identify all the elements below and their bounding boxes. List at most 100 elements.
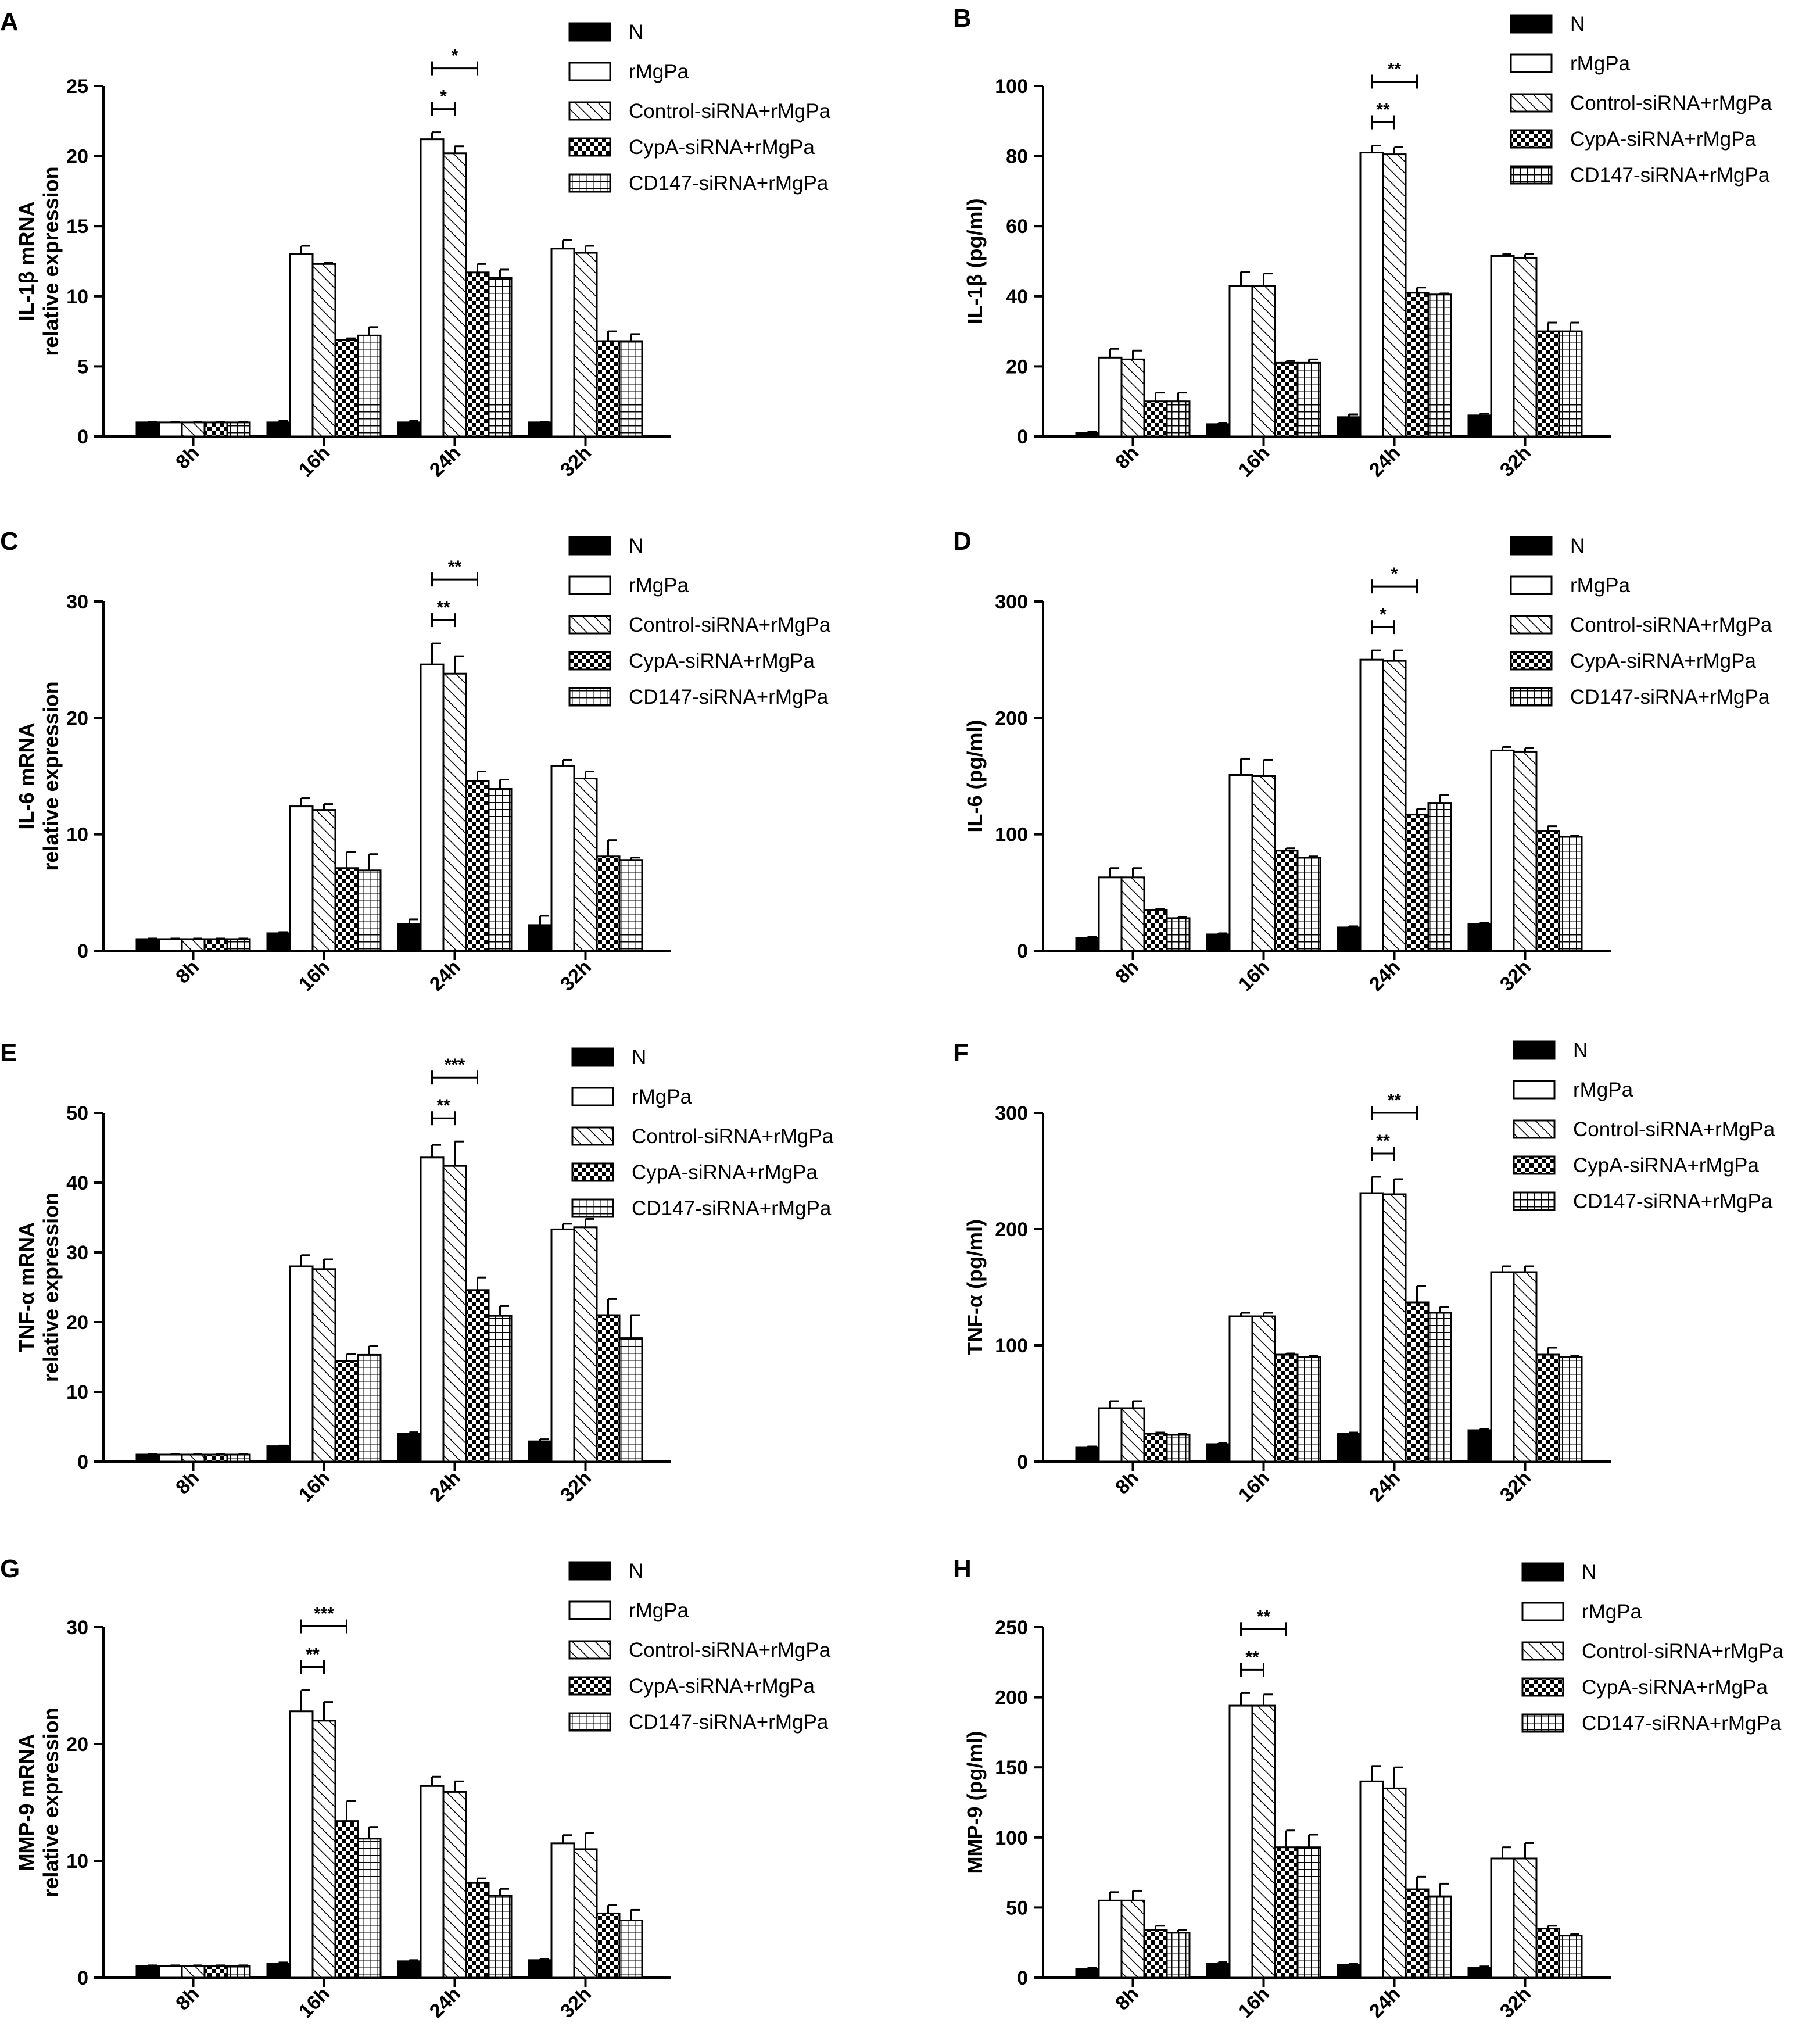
bar: [1490, 1271, 1515, 1463]
y-tick-label: 0: [1017, 1451, 1028, 1473]
bar: [266, 421, 291, 438]
significance-label: **: [306, 1645, 320, 1664]
legend-label: CypA-siRNA+rMgPa: [1573, 1154, 1759, 1177]
bar: [1513, 750, 1538, 952]
y-tick-label: 60: [1006, 216, 1028, 238]
legend-swatch: [1510, 165, 1553, 185]
x-tick-label: 24h: [1365, 442, 1405, 481]
legend-label: N: [632, 1046, 646, 1069]
bar: [311, 1720, 336, 1979]
bar: [465, 780, 490, 952]
y-tick-label: 200: [995, 1219, 1028, 1241]
bar: [1274, 1353, 1299, 1463]
panel-letter: H: [953, 1555, 972, 1583]
bar: [1382, 1193, 1407, 1463]
legend-swatch: [1510, 651, 1553, 671]
y-axis-label: MMP-9 mRNA: [15, 1734, 38, 1871]
bar: [397, 1960, 422, 1979]
bar: [357, 1353, 382, 1463]
bar: [596, 855, 621, 952]
bar: [1120, 1407, 1145, 1463]
bar: [1359, 1192, 1384, 1463]
bar: [1098, 1407, 1123, 1463]
legend-swatch: [568, 615, 611, 635]
legend-label: N: [1570, 535, 1585, 557]
bar: [1120, 358, 1145, 438]
legend-label: rMgPa: [1573, 1079, 1633, 1101]
legend-label: CD147-siRNA+rMgPa: [629, 1711, 829, 1734]
y-tick-label: 0: [77, 426, 88, 448]
legend-label: Control-siRNA+rMgPa: [1570, 92, 1772, 114]
bar: [1206, 933, 1231, 952]
significance-label: **: [436, 1096, 450, 1115]
y-tick-label: 80: [1006, 146, 1028, 168]
bar: [528, 421, 553, 438]
bar: [618, 859, 643, 952]
significance-label: *: [440, 87, 447, 106]
y-tick-label: 100: [995, 1827, 1028, 1849]
x-tick-label: 32h: [556, 956, 596, 995]
bar: [1228, 285, 1253, 438]
bar: [465, 1289, 490, 1463]
legend-label: CypA-siRNA+rMgPa: [629, 650, 815, 672]
y-tick-label: 0: [1017, 940, 1028, 962]
panel-letter: D: [953, 527, 972, 556]
bar: [442, 1791, 467, 1979]
legend-swatch: [1510, 14, 1553, 34]
bar: [1120, 1899, 1145, 1979]
y-tick-label: 0: [77, 1451, 88, 1473]
legend-label: CypA-siRNA+rMgPa: [629, 1675, 815, 1698]
y-tick-label: 200: [995, 1687, 1028, 1709]
bar: [311, 809, 336, 952]
bar: [1405, 1301, 1430, 1463]
significance-label: **: [436, 598, 450, 617]
bar: [442, 672, 467, 952]
bar: [465, 1882, 490, 1979]
bar: [528, 1959, 553, 1979]
bar: [1513, 256, 1538, 438]
legend-label: rMgPa: [629, 60, 689, 83]
bar: [1143, 1433, 1168, 1463]
legend-label: CD147-siRNA+rMgPa: [629, 172, 829, 195]
bar: [1490, 255, 1515, 438]
bar: [1143, 400, 1168, 438]
panel-letter: G: [0, 1555, 20, 1583]
y-axis-label: MMP-9 (pg/ml): [963, 1731, 987, 1874]
panel-B: B 0 20 40 60 80 100 8h 16h 24h 32h IL-1β (pg/ml) ** *…: [953, 4, 1772, 481]
y-axis-label: relative expression: [39, 681, 63, 871]
legend-label: CD147-siRNA+rMgPa: [632, 1197, 832, 1220]
y-tick-label: 30: [66, 1242, 88, 1264]
significance-label: ***: [445, 1055, 465, 1075]
y-tick-label: 20: [66, 1312, 88, 1334]
panel-H: H 0 50 100 150 200 250 8h 16h 24h 32h MMP-9 (pg/ml)…: [953, 1555, 1784, 2022]
legend-swatch: [1521, 1641, 1564, 1661]
bar: [1337, 416, 1362, 438]
x-tick-label: 8h: [171, 442, 203, 474]
legend-swatch: [1510, 615, 1553, 635]
legend-swatch: [1510, 93, 1553, 113]
legend-swatch: [568, 1640, 611, 1660]
legend-label: rMgPa: [1570, 52, 1631, 75]
legend-swatch: [1513, 1191, 1556, 1211]
y-tick-label: 40: [66, 1172, 88, 1194]
legend-swatch: [571, 1198, 614, 1218]
bar: [1166, 400, 1191, 438]
bar: [1513, 1857, 1538, 1979]
bar: [397, 421, 422, 438]
x-tick-label: 16h: [295, 1467, 334, 1506]
x-tick-label: 32h: [1496, 956, 1535, 995]
y-tick-label: 200: [995, 707, 1028, 729]
bar: [1274, 361, 1299, 438]
bar: [573, 1848, 598, 1979]
legend-label: N: [1570, 13, 1585, 35]
x-tick-label: 8h: [1111, 442, 1143, 474]
legend-label: CD147-siRNA+rMgPa: [1570, 686, 1770, 708]
x-tick-label: 24h: [1365, 1983, 1405, 2022]
legend-swatch: [1510, 575, 1553, 595]
bar: [1251, 1315, 1276, 1463]
bar: [596, 1314, 621, 1463]
x-tick-label: 24h: [425, 1467, 465, 1506]
x-tick-label: 16h: [295, 956, 334, 995]
bar: [226, 1453, 251, 1463]
